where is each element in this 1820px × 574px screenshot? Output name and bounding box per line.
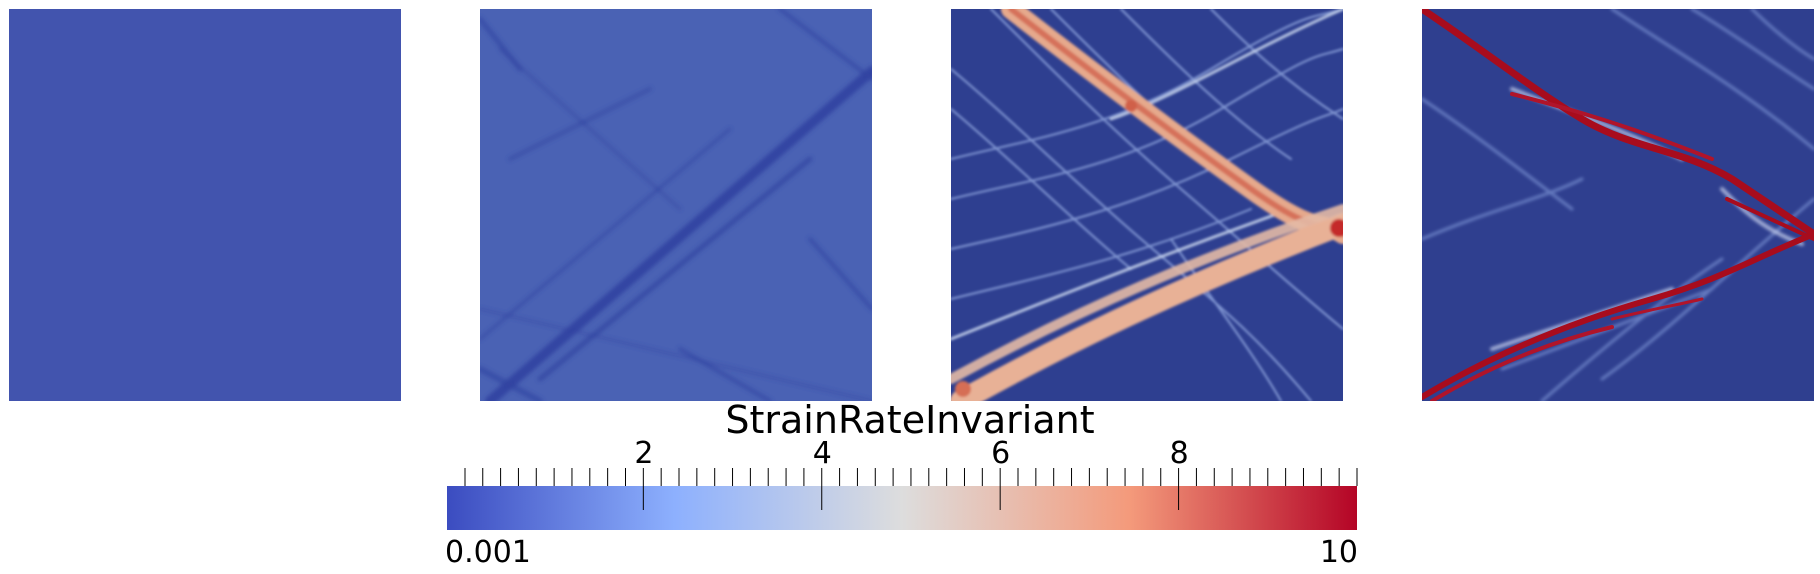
strain-field-image-3 bbox=[951, 9, 1343, 401]
colorbar-title: StrainRateInvariant bbox=[725, 398, 1095, 442]
strain-field-image-2 bbox=[480, 9, 872, 401]
strain-field-panel-3 bbox=[951, 9, 1343, 401]
strain-field-panel-2 bbox=[480, 9, 872, 401]
colorbar-tick-label: 8 bbox=[1169, 436, 1189, 471]
colorbar-min-label: 0.001 bbox=[445, 535, 531, 570]
colorbar-ticks: 2 4 6 8 bbox=[447, 438, 1358, 556]
strain-field-panel-1 bbox=[9, 9, 401, 401]
strain-field-image-4 bbox=[1422, 9, 1814, 401]
colorbar-tick-label: 6 bbox=[991, 436, 1011, 471]
colorbar-tick-label: 2 bbox=[634, 436, 654, 471]
strain-field-panel-4 bbox=[1422, 9, 1814, 401]
colorbar-tick-label: 4 bbox=[812, 436, 832, 471]
colorbar-tick-marks bbox=[464, 468, 1358, 510]
strain-field-image-1 bbox=[9, 9, 401, 401]
colorbar bbox=[447, 486, 1357, 530]
colorbar-gradient bbox=[447, 486, 1357, 530]
colorbar-max-label: 10 bbox=[1319, 535, 1358, 570]
